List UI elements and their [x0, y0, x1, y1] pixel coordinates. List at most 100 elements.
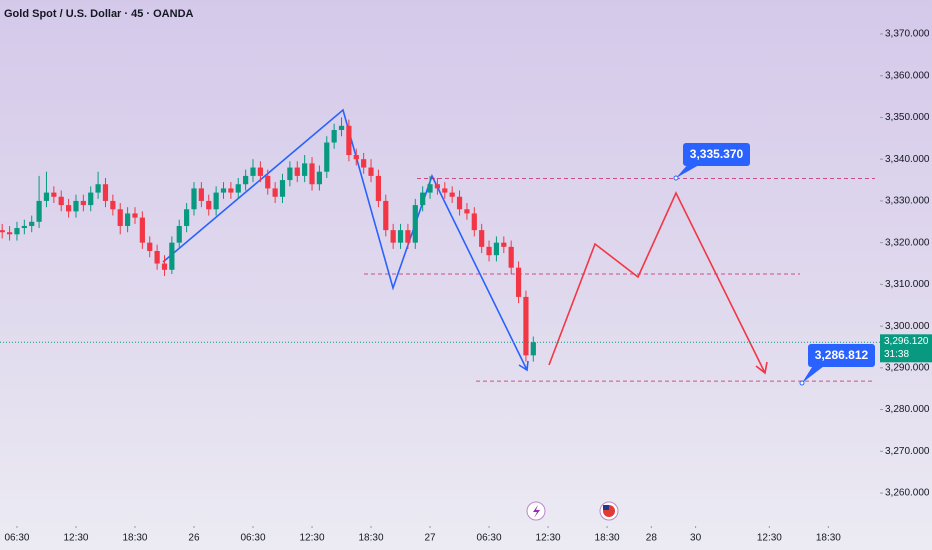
candle-body — [36, 200, 42, 222]
x-tick-label: 27 — [424, 533, 436, 544]
candle-body — [383, 200, 389, 231]
candle-body — [132, 213, 138, 218]
y-tick-label: 3,280.000 — [885, 404, 930, 415]
candle-body — [169, 242, 175, 270]
candle-body — [14, 228, 20, 235]
callout-anchor — [799, 380, 805, 386]
candle-body — [302, 163, 308, 176]
candle-body — [58, 196, 64, 206]
candle-body — [88, 192, 94, 206]
y-tick-label: 3,330.000 — [885, 196, 930, 207]
callout-box — [808, 344, 875, 367]
y-tick-label: 3,320.000 — [885, 237, 930, 248]
candle-body — [324, 142, 330, 172]
x-tick-label: 30 — [690, 533, 702, 544]
candle-body — [250, 167, 256, 176]
candle-body — [147, 242, 153, 252]
candle-body — [434, 184, 441, 189]
candle-body — [479, 230, 485, 247]
candle-body — [338, 125, 345, 130]
candle-body — [102, 184, 109, 201]
candle-body — [375, 175, 382, 201]
callout-anchor — [673, 175, 679, 181]
candle-body — [272, 188, 278, 197]
candle-body — [73, 200, 79, 212]
candle-body — [515, 267, 522, 297]
x-tick-label: 18:30 — [359, 533, 384, 544]
candle-body — [523, 296, 529, 356]
candle-body — [184, 209, 190, 226]
candle-body — [243, 175, 249, 185]
candle-body — [279, 180, 286, 197]
x-tick-label: 18:30 — [122, 533, 147, 544]
x-tick-label: 28 — [646, 533, 658, 544]
candle-body — [191, 188, 197, 210]
y-tick-label: 3,340.000 — [885, 154, 930, 165]
callout-label: 3,335.370 — [690, 147, 744, 161]
candle-body — [287, 167, 293, 181]
candle-body — [117, 209, 123, 226]
candle-body — [412, 205, 418, 243]
x-tick-label: 18:30 — [816, 533, 841, 544]
callout-box — [683, 143, 750, 166]
candle-body — [228, 188, 234, 193]
candle-body — [206, 200, 212, 210]
candle-body — [161, 263, 168, 270]
y-tick-label: 3,360.000 — [885, 70, 930, 81]
x-tick-label: 18:30 — [595, 533, 620, 544]
candle-body — [110, 200, 116, 210]
candle-body — [294, 167, 300, 176]
candle-body — [139, 217, 145, 243]
y-tick-label: 3,310.000 — [885, 279, 930, 290]
candle-body — [316, 171, 322, 185]
candle-body — [361, 159, 367, 168]
candle-body — [530, 342, 536, 356]
x-tick-label: 06:30 — [240, 533, 265, 544]
y-tick-label: 3,290.000 — [885, 362, 930, 373]
candle-body — [220, 188, 227, 193]
event-icon-glyph — [603, 505, 609, 510]
candle-body — [265, 175, 271, 189]
y-tick-label: 3,270.000 — [885, 446, 930, 457]
event-icon-glyph — [533, 505, 540, 518]
candle-body — [95, 184, 101, 193]
candle-body — [21, 225, 27, 229]
candle-body — [471, 213, 477, 231]
candle-body — [493, 242, 500, 256]
candle-body — [66, 205, 72, 212]
zigzag-drawing — [162, 108, 528, 371]
candle-body — [257, 167, 263, 176]
x-tick-label: 12:30 — [63, 533, 88, 544]
arrow-head — [755, 361, 768, 375]
candle-body — [420, 192, 426, 206]
callout-pointer — [676, 163, 699, 178]
candle-body — [501, 242, 507, 247]
last-price-label: 3,296.120 — [884, 336, 929, 347]
candle-body — [449, 192, 455, 197]
x-tick-label: 12:30 — [300, 533, 325, 544]
candle-body — [125, 213, 131, 226]
candle-body — [464, 209, 470, 214]
x-tick-label: 26 — [188, 533, 200, 544]
chart-title: Gold Spot / U.S. Dollar · 45 · OANDA — [4, 8, 194, 20]
candle-body — [405, 230, 411, 243]
candle-body — [176, 225, 182, 243]
y-tick-label: 3,350.000 — [885, 112, 930, 123]
last-price-box — [880, 334, 932, 363]
x-tick-label: 12:30 — [536, 533, 561, 544]
candle-body — [353, 155, 359, 160]
countdown-label: 31:38 — [884, 349, 909, 360]
y-tick-label: 3,370.000 — [885, 29, 930, 40]
candle-body — [51, 192, 57, 197]
candle-body — [0, 230, 5, 233]
candle-body — [235, 184, 241, 193]
candle-body — [368, 167, 374, 176]
candle-body — [198, 188, 204, 201]
candle-body — [486, 246, 492, 256]
candle-body — [427, 184, 433, 193]
candle-body — [442, 188, 448, 193]
candle-body — [390, 230, 396, 243]
